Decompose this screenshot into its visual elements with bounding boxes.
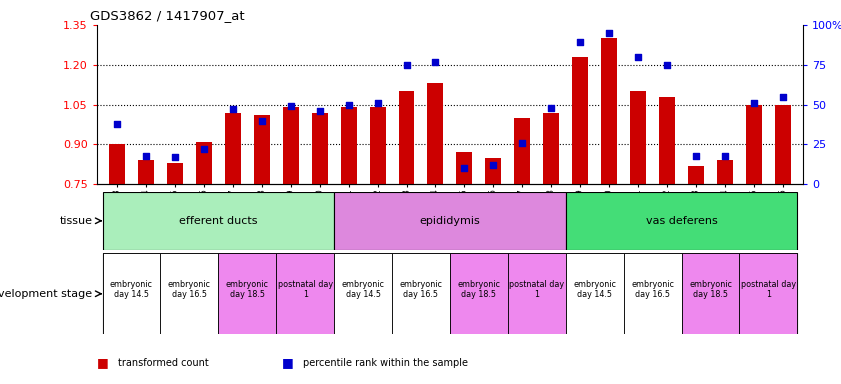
Point xyxy=(690,152,703,159)
Bar xyxy=(450,253,508,334)
Point xyxy=(544,105,558,111)
Bar xyxy=(334,192,566,250)
Point xyxy=(574,40,587,46)
Bar xyxy=(688,166,704,184)
Text: GDS3862 / 1417907_at: GDS3862 / 1417907_at xyxy=(90,9,244,22)
Text: percentile rank within the sample: percentile rank within the sample xyxy=(303,358,468,368)
Point xyxy=(313,108,326,114)
Text: ■: ■ xyxy=(282,356,294,369)
Bar xyxy=(109,144,125,184)
Text: epididymis: epididymis xyxy=(420,216,480,226)
Text: embryonic
day 18.5: embryonic day 18.5 xyxy=(689,280,732,300)
Bar xyxy=(276,253,334,334)
Bar xyxy=(312,113,328,184)
Text: tissue: tissue xyxy=(60,216,93,226)
Bar xyxy=(254,115,270,184)
Bar xyxy=(369,107,385,184)
Text: postnatal day
1: postnatal day 1 xyxy=(741,280,796,300)
Bar xyxy=(717,161,733,184)
Bar xyxy=(334,253,392,334)
Text: efferent ducts: efferent ducts xyxy=(179,216,257,226)
Text: embryonic
day 16.5: embryonic day 16.5 xyxy=(399,280,442,300)
Point xyxy=(399,62,413,68)
Point xyxy=(342,101,356,108)
Text: ■: ■ xyxy=(97,356,108,369)
Point xyxy=(632,54,645,60)
Point xyxy=(458,165,471,171)
Bar xyxy=(572,57,588,184)
Text: embryonic
day 14.5: embryonic day 14.5 xyxy=(110,280,153,300)
Point xyxy=(602,30,616,36)
Bar xyxy=(601,38,617,184)
Text: postnatal day
1: postnatal day 1 xyxy=(510,280,564,300)
Text: embryonic
day 16.5: embryonic day 16.5 xyxy=(631,280,674,300)
Point xyxy=(747,100,760,106)
Bar xyxy=(103,192,334,250)
Bar xyxy=(659,97,675,184)
Bar xyxy=(341,107,357,184)
Text: transformed count: transformed count xyxy=(118,358,209,368)
Text: embryonic
day 14.5: embryonic day 14.5 xyxy=(574,280,616,300)
Bar xyxy=(775,104,791,184)
Bar xyxy=(515,118,531,184)
Bar xyxy=(543,113,559,184)
Point xyxy=(487,162,500,168)
Text: embryonic
day 18.5: embryonic day 18.5 xyxy=(458,280,500,300)
Bar xyxy=(103,253,161,334)
Text: vas deferens: vas deferens xyxy=(646,216,717,226)
Text: embryonic
day 18.5: embryonic day 18.5 xyxy=(225,280,269,300)
Bar xyxy=(225,113,241,184)
Bar xyxy=(457,152,473,184)
Text: development stage: development stage xyxy=(0,289,93,299)
Bar xyxy=(219,253,276,334)
Bar xyxy=(427,83,443,184)
Text: embryonic
day 14.5: embryonic day 14.5 xyxy=(341,280,384,300)
Point xyxy=(371,100,384,106)
Bar xyxy=(566,192,797,250)
Bar xyxy=(196,142,212,184)
Point xyxy=(776,94,790,100)
Point xyxy=(197,146,210,152)
Bar xyxy=(161,253,219,334)
Bar xyxy=(138,161,154,184)
Point xyxy=(660,62,674,68)
Text: postnatal day
1: postnatal day 1 xyxy=(278,280,333,300)
Bar xyxy=(739,253,797,334)
Point xyxy=(429,58,442,65)
Bar xyxy=(630,91,646,184)
Bar xyxy=(392,253,450,334)
Point xyxy=(516,140,529,146)
Point xyxy=(226,106,240,113)
Point xyxy=(110,121,124,127)
Bar xyxy=(167,163,182,184)
Bar xyxy=(485,158,501,184)
Point xyxy=(255,118,268,124)
Bar xyxy=(399,91,415,184)
Bar xyxy=(508,253,566,334)
Bar xyxy=(283,107,299,184)
Point xyxy=(718,152,732,159)
Bar xyxy=(681,253,739,334)
Bar xyxy=(746,104,762,184)
Text: embryonic
day 16.5: embryonic day 16.5 xyxy=(168,280,211,300)
Bar xyxy=(566,253,624,334)
Point xyxy=(168,154,182,160)
Bar xyxy=(624,253,681,334)
Point xyxy=(140,152,153,159)
Point xyxy=(284,103,298,109)
